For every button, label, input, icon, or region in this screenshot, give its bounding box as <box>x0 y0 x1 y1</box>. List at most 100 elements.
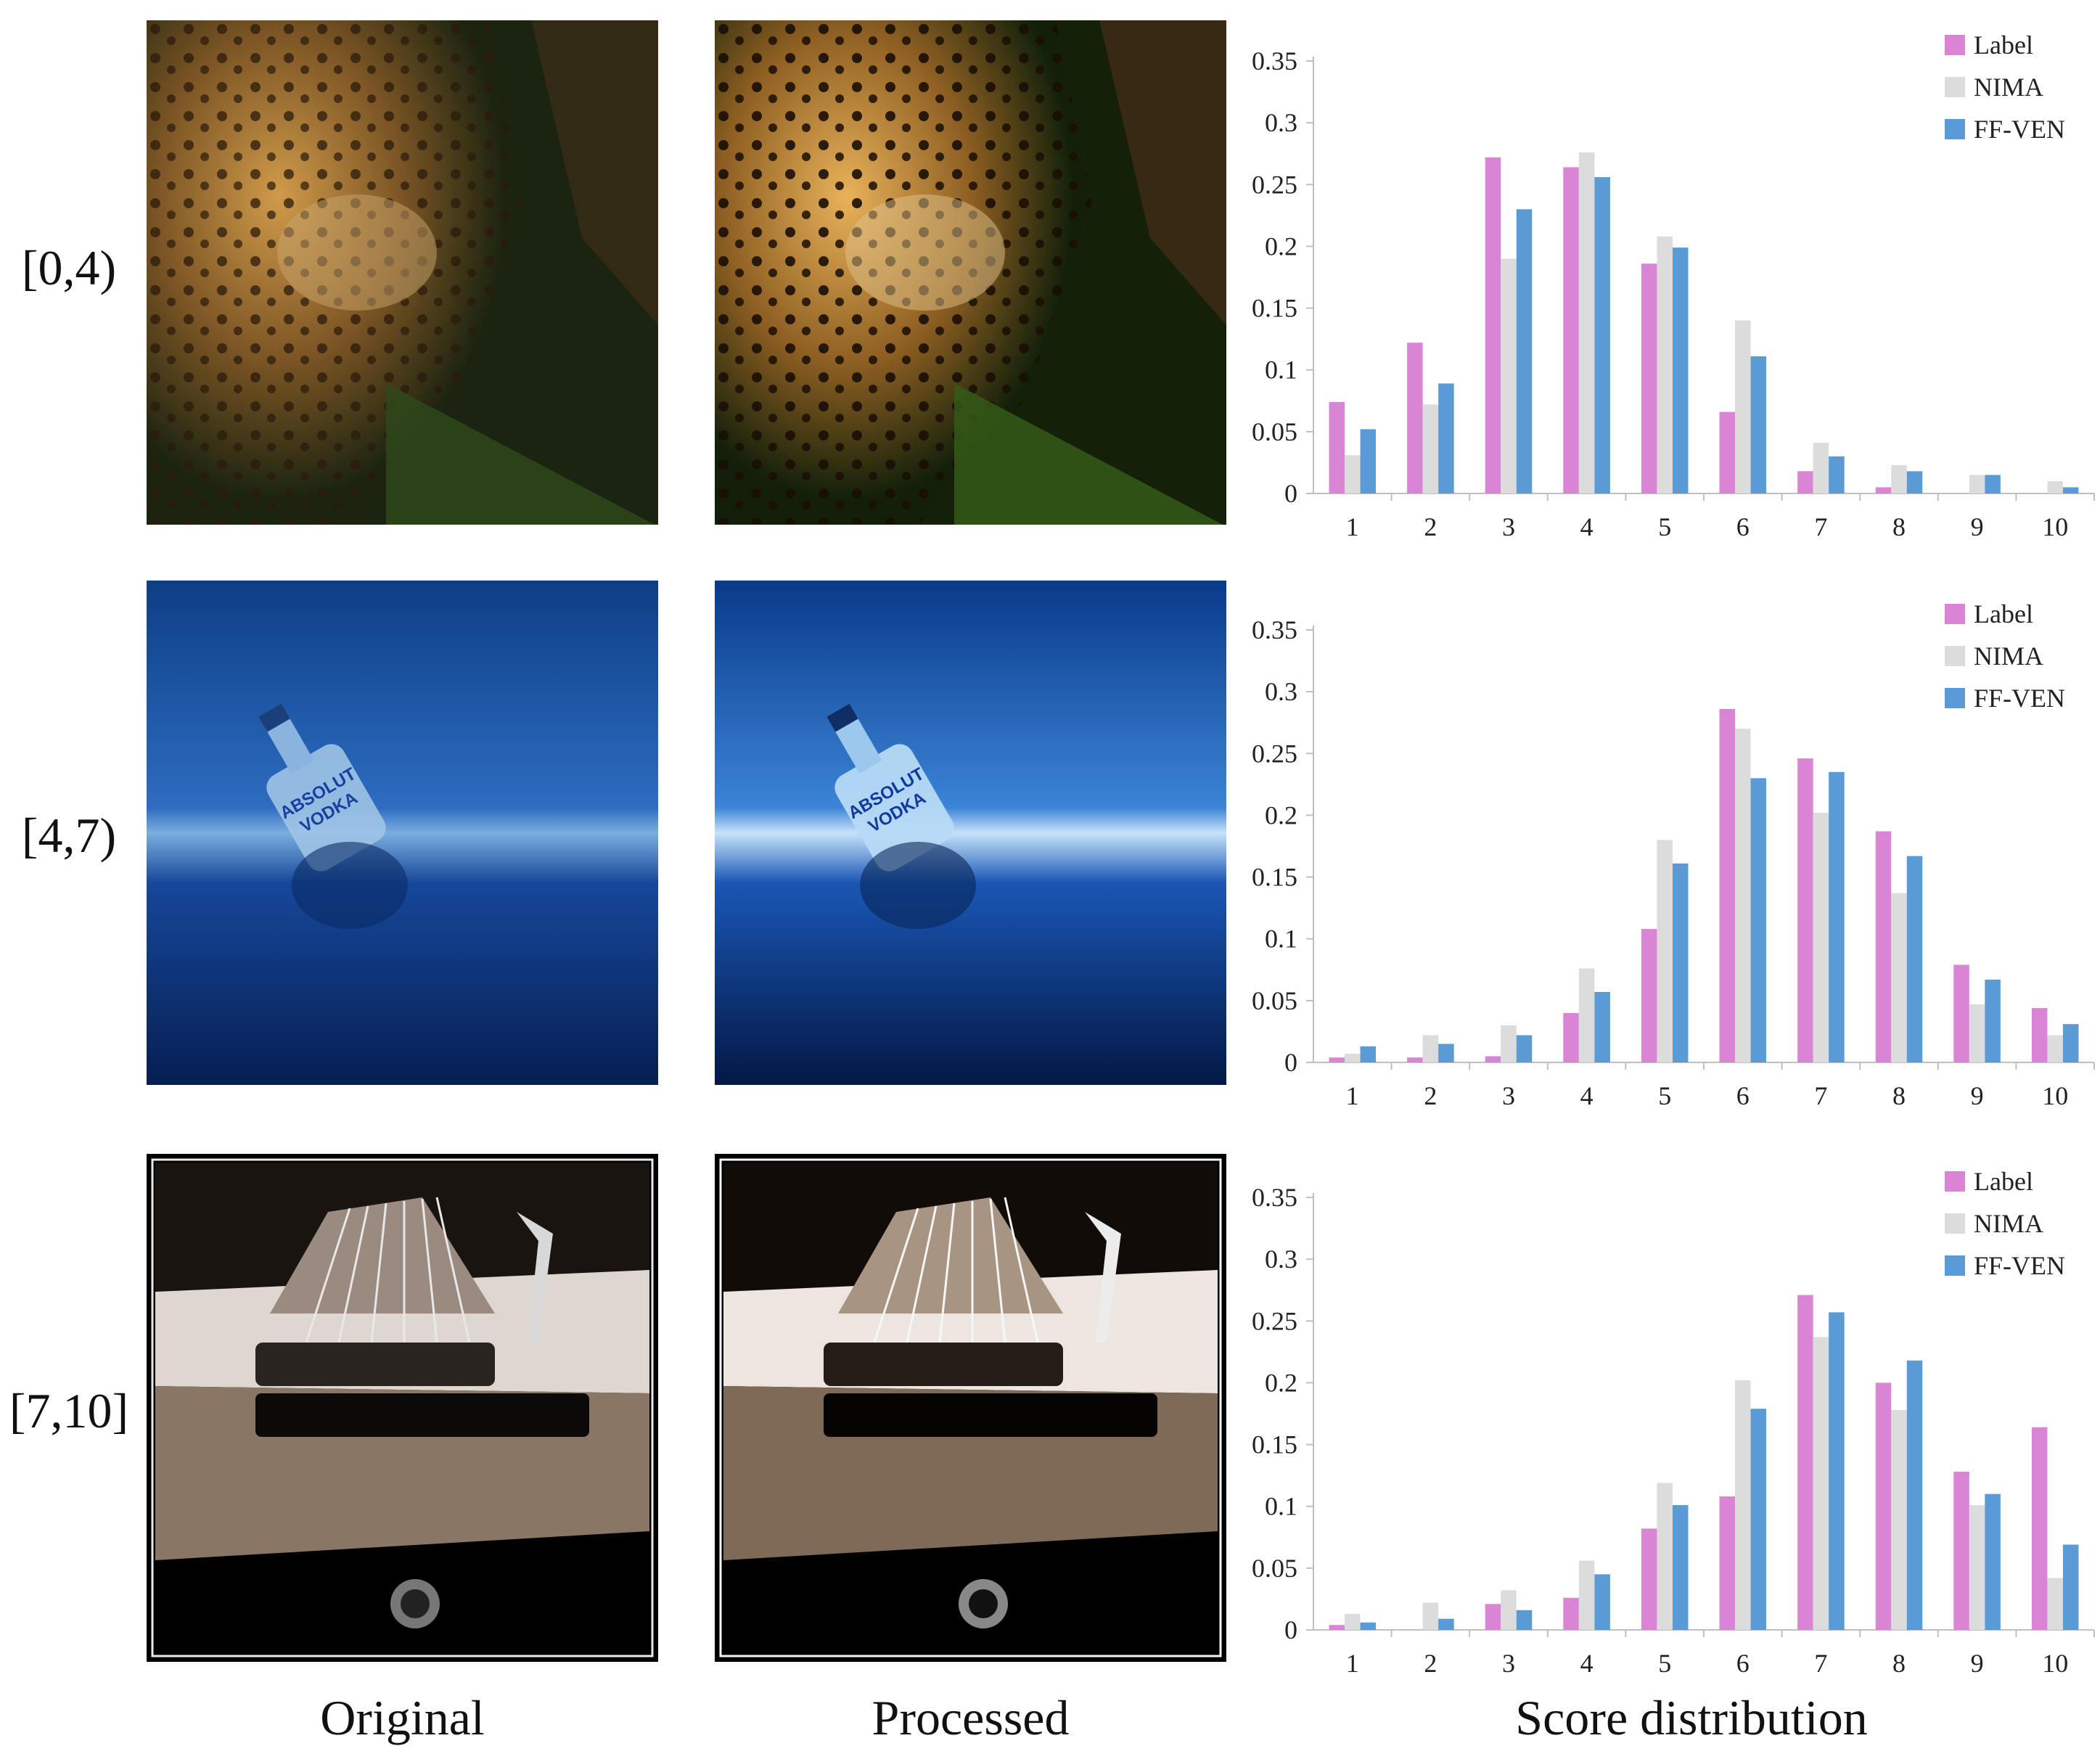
bar-nima-4 <box>1578 1560 1595 1630</box>
bar-ff-ven-10 <box>2062 1024 2079 1062</box>
bar-ff-ven-3 <box>1516 1610 1533 1630</box>
bar-label-1 <box>1329 1057 1345 1062</box>
jaguar-photo-icon <box>715 20 1226 525</box>
bar-ff-ven-6 <box>1750 1409 1767 1630</box>
bar-nima-5 <box>1657 236 1673 493</box>
bar-nima-7 <box>1813 443 1829 493</box>
guitar-processed-image <box>715 1154 1226 1662</box>
x-tick-label: 10 <box>2042 1081 2068 1110</box>
vodka-bottle-photo-icon: ABSOLUT VODKA <box>715 581 1226 1085</box>
bar-label-4 <box>1563 1597 1579 1630</box>
column-label-original: Original <box>320 1690 485 1745</box>
bar-label-6 <box>1719 411 1736 493</box>
jaguar-processed-image <box>715 20 1226 525</box>
bar-label-3 <box>1485 157 1501 493</box>
bar-ff-ven-7 <box>1829 456 1845 493</box>
bar-ff-ven-5 <box>1672 1505 1689 1630</box>
x-tick-label: 2 <box>1424 1081 1437 1110</box>
legend-label-nima: NIMA <box>1974 1209 2043 1238</box>
y-tick-label: 0.2 <box>1265 800 1297 829</box>
bar-ff-ven-2 <box>1438 1618 1454 1630</box>
x-tick-label: 5 <box>1658 512 1671 541</box>
x-tick-label: 1 <box>1346 1081 1359 1110</box>
bar-nima-10 <box>2047 1578 2063 1630</box>
bar-nima-7 <box>1813 1337 1829 1630</box>
legend-swatch-nima <box>1945 1213 1965 1234</box>
bar-label-6 <box>1719 1496 1736 1630</box>
bar-ff-ven-9 <box>1985 979 2001 1062</box>
score-distribution-chart-mid: 0 0.05 0.1 0.15 0.2 0.25 0.3 0.35 1 2 3 4 5 6 7 8 9 10 Lab… <box>1234 583 2100 1120</box>
y-tick-label: 0.25 <box>1252 1306 1297 1335</box>
legend-label-ff-ven: FF-VEN <box>1974 115 2065 144</box>
x-tick-label: 7 <box>1814 1081 1827 1110</box>
bar-ff-ven-3 <box>1516 1035 1533 1062</box>
x-tick-label: 5 <box>1658 1649 1671 1678</box>
x-tick-label: 7 <box>1814 512 1827 541</box>
bar-label-10 <box>2031 1008 2048 1062</box>
jaguar-original-image <box>147 20 658 525</box>
bar-nima-6 <box>1735 1380 1751 1630</box>
bar-ff-ven-2 <box>1438 383 1454 493</box>
y-tick-label: 0.35 <box>1252 46 1297 75</box>
bar-ff-ven-9 <box>1985 475 2001 493</box>
y-tick-label: 0.15 <box>1252 1430 1297 1459</box>
x-tick-label: 9 <box>1971 1081 1984 1110</box>
legend-swatch-label <box>1945 1171 1965 1192</box>
y-tick-label: 0 <box>1284 1615 1297 1644</box>
x-tick-label: 5 <box>1658 1081 1671 1110</box>
bar-nima-9 <box>1969 1004 1985 1062</box>
bar-nima-9 <box>1969 475 1985 493</box>
bar-label-4 <box>1563 167 1579 493</box>
y-tick-label: 0.1 <box>1265 925 1297 954</box>
x-tick-label: 3 <box>1502 512 1515 541</box>
guitar-bridge-photo-icon <box>715 1154 1226 1662</box>
legend-label-nima: NIMA <box>1974 642 2043 671</box>
bar-label-6 <box>1719 708 1736 1062</box>
bar-label-9 <box>1953 1472 1969 1630</box>
bar-nima-1 <box>1345 1054 1361 1062</box>
bar-nima-4 <box>1578 152 1595 494</box>
x-tick-label: 4 <box>1580 512 1594 541</box>
y-tick-label: 0.3 <box>1265 108 1297 137</box>
bar-ff-ven-4 <box>1594 177 1610 493</box>
bar-nima-2 <box>1422 1035 1439 1062</box>
y-tick-label: 0 <box>1284 479 1297 508</box>
row-label-mid: [4,7) <box>21 808 117 863</box>
bar-nima-6 <box>1735 729 1751 1062</box>
legend-swatch-nima <box>1945 646 1965 666</box>
y-tick-label: 0.1 <box>1265 356 1297 385</box>
bar-label-7 <box>1797 471 1813 493</box>
bar-label-4 <box>1563 1012 1579 1062</box>
y-tick-label: 0.05 <box>1252 1554 1297 1583</box>
y-tick-label: 0.3 <box>1265 1245 1297 1274</box>
bar-label-8 <box>1875 831 1892 1062</box>
y-tick-label: 0.35 <box>1252 615 1297 644</box>
score-distribution-chart-low: 0 0.05 0.1 0.15 0.2 0.25 0.3 0.35 1 2 3 4 5 6 7 8 9 10 Lab… <box>1234 15 2100 552</box>
bar-label-8 <box>1875 1382 1892 1630</box>
x-tick-label: 7 <box>1814 1649 1827 1678</box>
bar-label-1 <box>1329 401 1345 493</box>
bar-label-2 <box>1407 1057 1423 1062</box>
legend-swatch-ff-ven <box>1945 1255 1965 1276</box>
bar-ff-ven-6 <box>1750 356 1767 493</box>
y-tick-label: 0.25 <box>1252 739 1297 768</box>
bar-label-5 <box>1641 263 1657 493</box>
vodka-bottle-photo-icon: ABSOLUT VODKA <box>147 581 658 1085</box>
x-tick-label: 4 <box>1580 1081 1594 1110</box>
bar-nima-6 <box>1735 320 1751 493</box>
y-tick-label: 0.2 <box>1265 1368 1297 1397</box>
x-tick-label: 1 <box>1346 1649 1359 1678</box>
legend-swatch-label <box>1945 604 1965 624</box>
bar-ff-ven-3 <box>1516 209 1533 493</box>
guitar-bridge-photo-icon <box>147 1154 658 1662</box>
legend-swatch-nima <box>1945 77 1965 97</box>
bar-nima-3 <box>1501 1025 1517 1062</box>
x-tick-label: 8 <box>1892 1081 1906 1110</box>
bar-label-3 <box>1485 1056 1501 1062</box>
bar-label-2 <box>1407 343 1423 493</box>
bar-nima-2 <box>1422 404 1439 493</box>
bar-nima-1 <box>1345 455 1361 493</box>
legend-label-ff-ven: FF-VEN <box>1974 1251 2065 1280</box>
legend-swatch-ff-ven <box>1945 119 1965 139</box>
x-tick-label: 2 <box>1424 512 1437 541</box>
